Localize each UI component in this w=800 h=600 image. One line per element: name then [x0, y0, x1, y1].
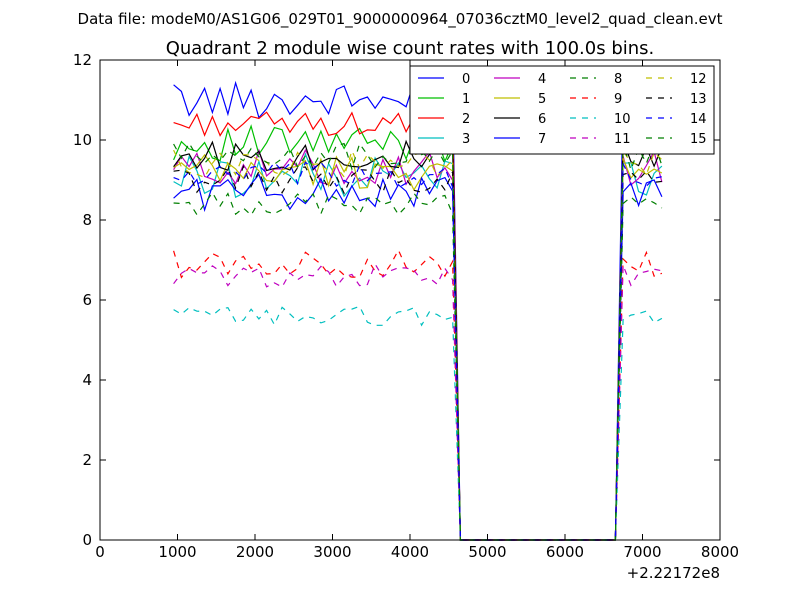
y-tick-label-4: 4 [82, 371, 92, 389]
chart-suptitle: Data file: modeM0/AS1G06_029T01_90000009… [78, 10, 723, 29]
legend-label-5: 5 [538, 92, 546, 107]
y-tick-label-12: 12 [73, 51, 92, 69]
series-line-13 [173, 164, 662, 541]
legend-label-8: 8 [614, 72, 622, 87]
y-tick-label-8: 8 [82, 211, 92, 229]
x-tick-label-1000: 1000 [158, 543, 196, 561]
legend-label-9: 9 [614, 92, 622, 107]
x-tick-label-5000: 5000 [468, 543, 506, 561]
x-tick-label-8000: 8000 [701, 543, 739, 561]
y-tick-label-6: 6 [82, 291, 92, 309]
legend-label-15: 15 [690, 132, 707, 147]
y-tick-label-0: 0 [82, 531, 92, 549]
y-tick-label-2: 2 [82, 451, 92, 469]
legend-label-14: 14 [690, 112, 707, 127]
legend-label-11: 11 [614, 132, 631, 147]
x-tick-label-0: 0 [95, 543, 105, 561]
legend-label-2: 2 [462, 112, 470, 127]
legend-label-6: 6 [538, 112, 546, 127]
x-offset-label: +2.22172e8 [627, 564, 720, 582]
legend-label-4: 4 [538, 72, 546, 87]
legend-label-0: 0 [462, 72, 470, 87]
x-tick-label-4000: 4000 [391, 543, 429, 561]
legend-label-7: 7 [538, 132, 546, 147]
legend-label-3: 3 [462, 132, 470, 147]
legend-label-13: 13 [690, 92, 707, 107]
x-tick-label-3000: 3000 [313, 543, 351, 561]
series-line-14 [173, 161, 663, 541]
tick-layer: 0 1000 2000 3000 4000 5000 6000 7000 80000246810… [73, 51, 739, 561]
x-tick-label-2000: 2000 [236, 543, 274, 561]
x-tick-label-7000: 7000 [623, 543, 661, 561]
y-tick-label-10: 10 [73, 131, 92, 149]
legend-label-12: 12 [690, 72, 707, 87]
legend-frame [409, 65, 715, 155]
legend-label-10: 10 [614, 112, 631, 127]
series-line-11 [173, 262, 663, 541]
chart-title: Quadrant 2 module wise count rates with … [166, 38, 655, 59]
x-tick-label-6000: 6000 [546, 543, 584, 561]
legend-label-1: 1 [462, 92, 470, 107]
